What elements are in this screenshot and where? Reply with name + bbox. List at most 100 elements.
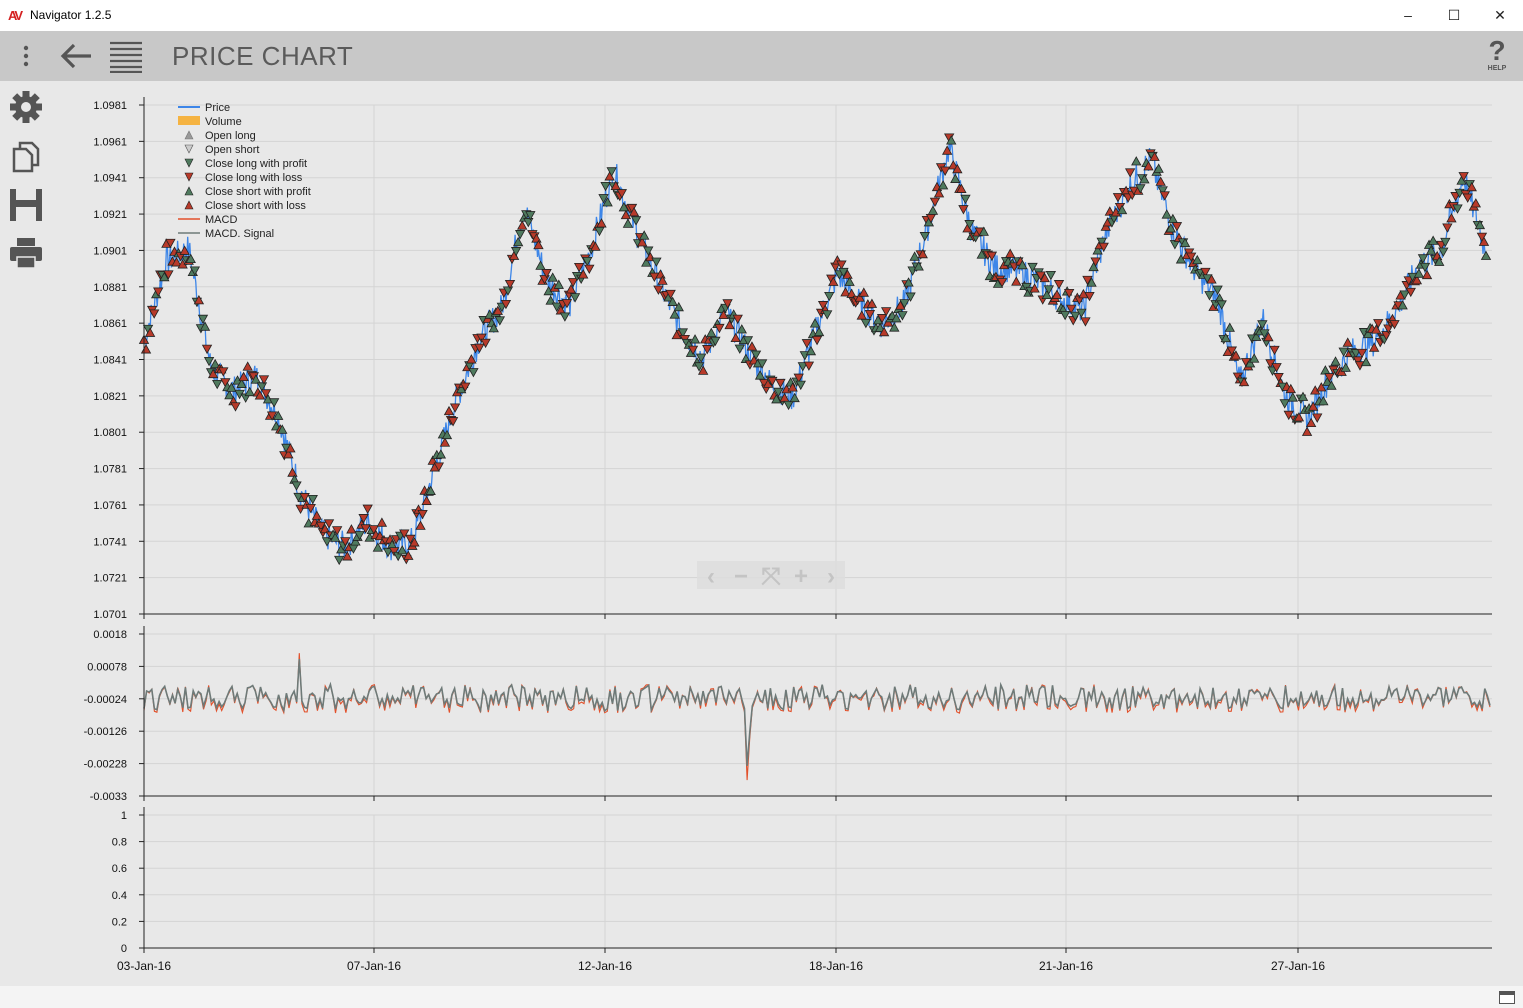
save-button[interactable] — [8, 187, 44, 223]
trade-marker — [1283, 410, 1294, 421]
nav-control-button[interactable]: › — [827, 563, 835, 590]
trade-marker — [1086, 277, 1097, 287]
trade-marker — [866, 298, 878, 308]
trade-marker — [767, 376, 778, 387]
trade-marker — [541, 269, 552, 279]
trade-marker — [958, 205, 969, 215]
help-button[interactable]: ? HELP — [1484, 37, 1510, 77]
print-button[interactable] — [8, 235, 44, 271]
trade-marker — [736, 324, 747, 334]
trade-marker — [584, 264, 595, 275]
trade-marker — [600, 182, 611, 192]
trade-marker — [620, 209, 632, 220]
trade-marker — [405, 534, 416, 545]
maximize-button[interactable]: ☐ — [1447, 7, 1461, 23]
trade-marker — [667, 296, 678, 306]
trade-marker — [425, 485, 436, 495]
back-arrow-icon[interactable] — [58, 41, 94, 71]
trade-marker — [880, 307, 892, 317]
trade-marker — [596, 218, 607, 228]
trade-marker — [689, 334, 701, 344]
copy-icon — [12, 141, 40, 173]
trade-marker — [1458, 172, 1469, 182]
trade-marker — [1273, 373, 1284, 383]
statusbar — [0, 986, 1523, 1008]
trade-marker — [828, 276, 839, 286]
trade-marker — [1159, 191, 1170, 201]
trade-marker — [643, 246, 654, 256]
trade-marker — [1053, 280, 1065, 290]
trade-marker — [1293, 412, 1305, 422]
trade-marker — [641, 257, 652, 267]
trade-marker — [148, 309, 160, 319]
trade-marker — [305, 503, 316, 514]
trade-marker — [291, 481, 302, 491]
trade-marker — [1098, 242, 1109, 253]
trade-marker — [242, 361, 253, 371]
x-tick-label: 21-Jan-16 — [1039, 959, 1093, 973]
trade-marker — [230, 402, 241, 412]
trade-marker — [1442, 223, 1453, 233]
trade-marker — [1027, 262, 1038, 273]
nav-control-button[interactable]: − — [734, 563, 748, 590]
trade-marker — [1249, 353, 1260, 363]
trade-marker — [1216, 300, 1227, 310]
trade-marker — [1082, 275, 1093, 286]
trade-marker — [179, 245, 190, 255]
minimize-button[interactable]: – — [1404, 7, 1412, 23]
copy-button[interactable] — [8, 139, 44, 175]
trade-marker — [1474, 219, 1486, 230]
trade-marker — [1063, 288, 1075, 299]
y-tick-label: 1.0901 — [93, 245, 127, 257]
price-chart[interactable]: 1.0981 1.0961 1.0941 1.0921 1.0901 1.0881 1.08… — [0, 81, 1523, 986]
trade-marker — [702, 345, 713, 355]
trade-marker — [1131, 156, 1142, 166]
trade-marker — [1360, 356, 1372, 367]
trade-marker — [307, 495, 318, 505]
trade-marker — [435, 449, 447, 459]
y-tick-label: 1.0861 — [93, 318, 127, 330]
trade-marker — [813, 326, 825, 337]
trade-marker — [360, 524, 371, 534]
trade-marker — [840, 287, 851, 297]
y-tick-label: 1.0821 — [93, 391, 127, 403]
trade-marker — [397, 545, 408, 555]
kebab-menu-icon[interactable] — [18, 43, 34, 69]
y-tick-label: -0.0033 — [90, 791, 127, 803]
y-tick-label: 0.00078 — [87, 661, 127, 673]
trade-marker — [1035, 271, 1046, 281]
legend-swatch-open-short — [184, 144, 194, 154]
trade-marker — [669, 309, 680, 319]
trade-marker — [602, 197, 613, 207]
trade-marker — [504, 279, 516, 290]
y-tick-label: 1.0941 — [93, 173, 127, 185]
trade-marker — [582, 256, 593, 267]
trade-marker — [636, 237, 648, 247]
y-tick-label: 1.0801 — [93, 427, 127, 439]
trade-marker — [266, 411, 278, 421]
list-icon[interactable] — [108, 39, 144, 74]
close-button[interactable]: ✕ — [1494, 7, 1506, 23]
y-tick-label: 1.0881 — [93, 282, 127, 294]
trade-marker — [718, 309, 729, 320]
app-logo: AV — [8, 8, 23, 23]
chart-navigation-controls[interactable]: ‹ − ⤧ + › — [697, 561, 845, 590]
trade-marker — [1259, 329, 1270, 339]
trade-marker — [687, 345, 699, 356]
settings-button[interactable] — [8, 89, 44, 125]
legend-label: Close long with profit — [205, 158, 307, 170]
trade-marker — [903, 277, 914, 287]
trade-marker — [551, 302, 562, 312]
trade-marker — [315, 521, 327, 532]
nav-control-button[interactable]: ⤧ — [761, 563, 781, 590]
toolbar: PRICE CHART ? HELP — [0, 31, 1523, 81]
nav-control-button[interactable]: + — [794, 563, 808, 590]
trade-marker — [1090, 257, 1101, 267]
window-titlebar: AV Navigator 1.2.5 – ☐ ✕ — [0, 0, 1523, 31]
window-icon[interactable] — [1499, 991, 1515, 1004]
trade-marker — [1478, 236, 1490, 246]
nav-control-button[interactable]: ‹ — [707, 563, 715, 590]
trade-marker — [1371, 324, 1382, 334]
trade-marker — [1316, 382, 1327, 392]
y-tick-label: 0.8 — [112, 837, 127, 849]
